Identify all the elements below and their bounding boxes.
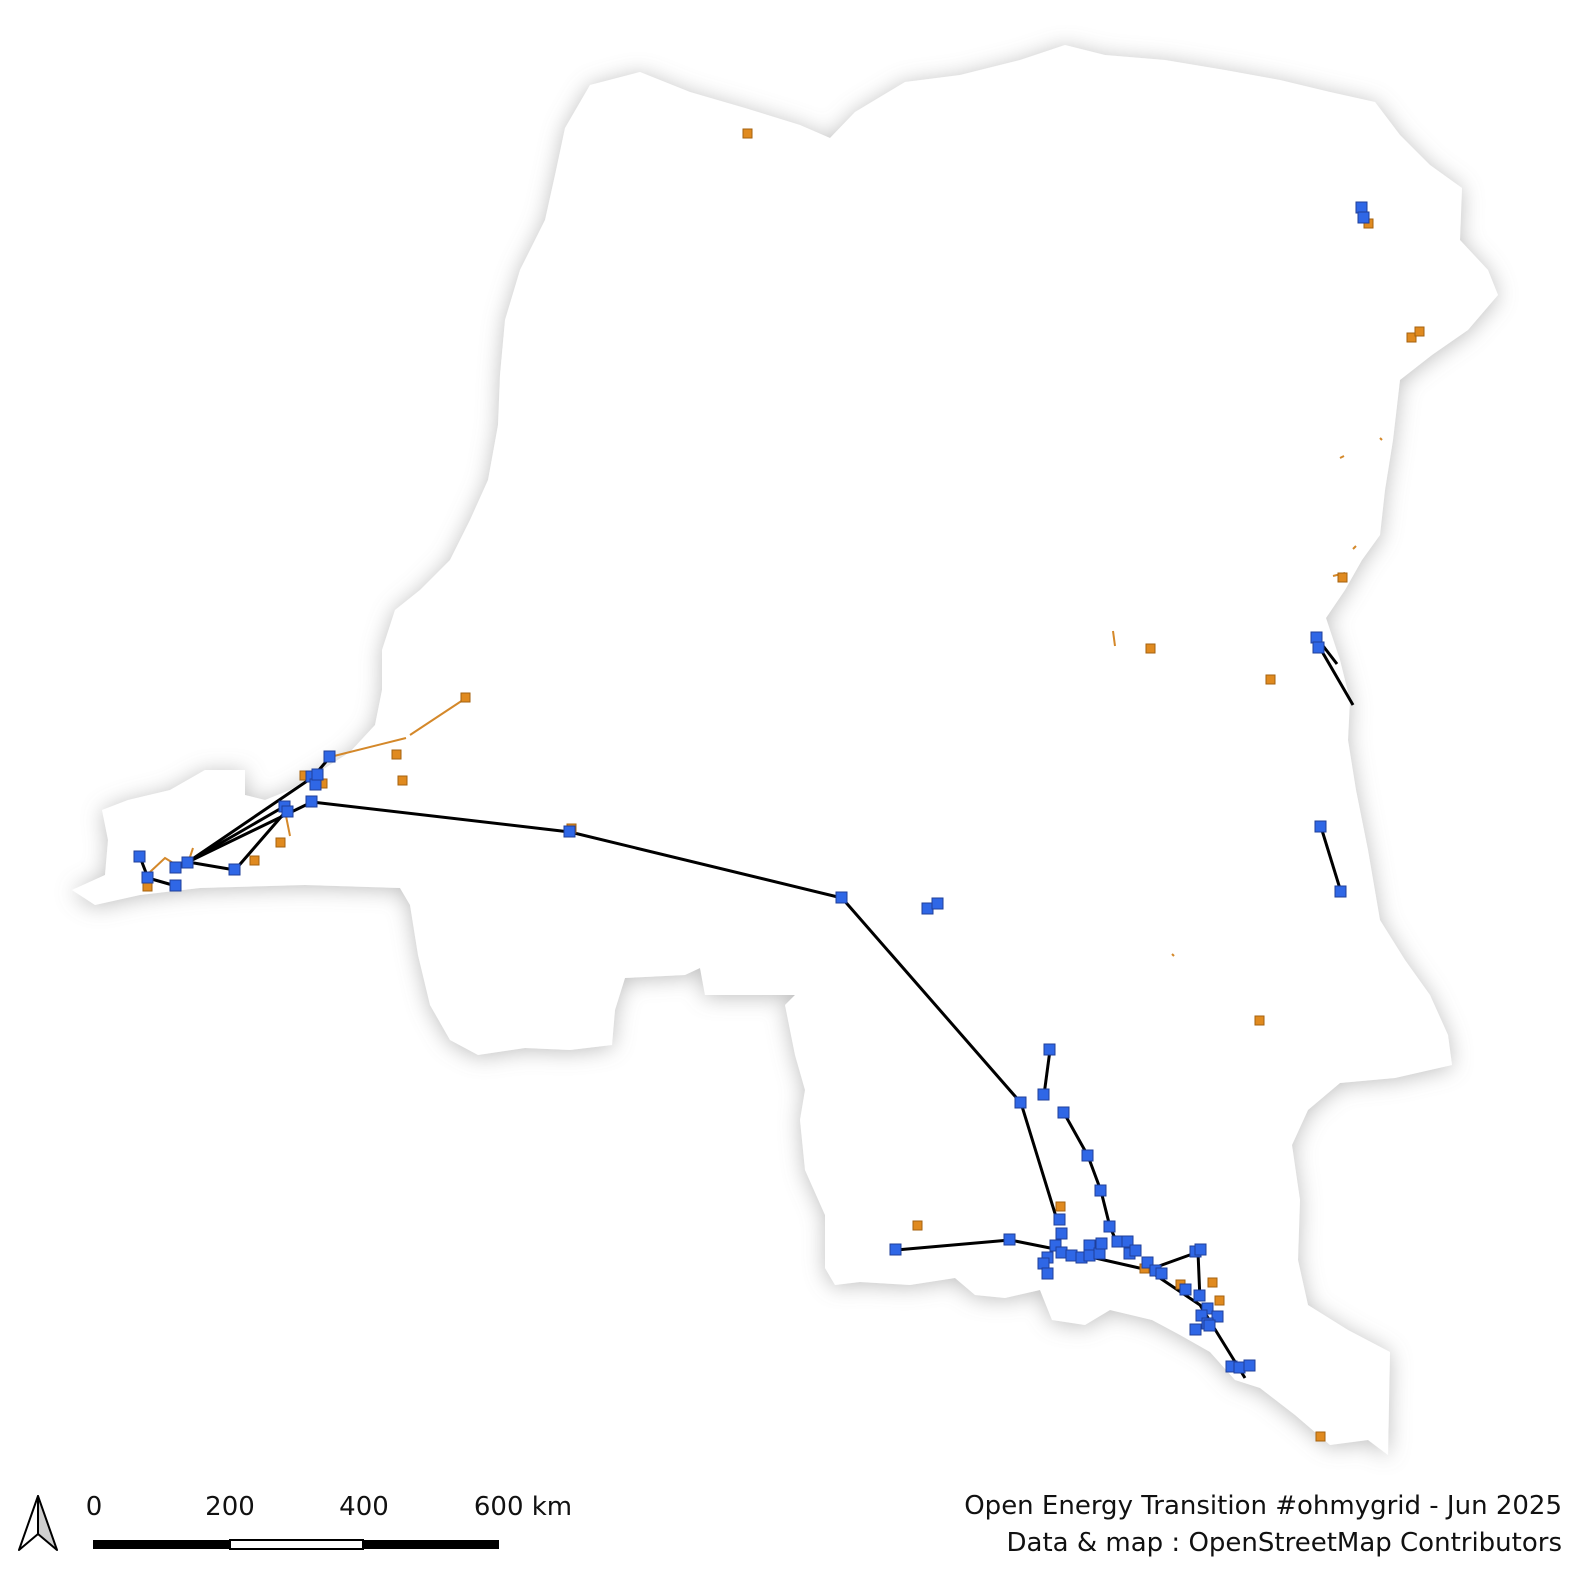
- substation-marker: [1014, 1096, 1027, 1109]
- substation-marker: [141, 871, 154, 884]
- substation-marker: [323, 750, 336, 763]
- substation-marker: [1310, 631, 1323, 644]
- substation-markers: [133, 201, 1370, 1374]
- scale-label-400: 400: [339, 1492, 389, 1522]
- substation-marker: [1211, 1310, 1224, 1323]
- plant-marker: [275, 837, 286, 848]
- plant-marker: [1265, 674, 1276, 685]
- substation-marker: [169, 861, 182, 874]
- credit-attribution: Data & map : OpenStreetMap Contributors: [1006, 1528, 1562, 1558]
- substation-marker: [1037, 1257, 1050, 1270]
- minor-line: [329, 737, 407, 758]
- substation-marker: [1194, 1243, 1207, 1256]
- scale-label-0: 0: [85, 1492, 103, 1522]
- substation-marker: [1057, 1106, 1070, 1119]
- substation-marker: [309, 778, 322, 791]
- substation-marker: [1041, 1267, 1054, 1280]
- minor-line: [1339, 455, 1345, 459]
- substation-marker: [563, 825, 576, 838]
- plant-marker: [460, 692, 471, 703]
- scale-bar-segment: [229, 1539, 364, 1550]
- scale-bar-segment: [93, 1540, 230, 1549]
- substation-marker: [1189, 1323, 1202, 1336]
- substation-marker: [835, 891, 848, 904]
- substation-marker: [1083, 1239, 1096, 1252]
- substation-marker: [1103, 1220, 1116, 1233]
- substation-marker: [1155, 1267, 1168, 1280]
- hv-line: [187, 775, 314, 864]
- minor-line: [1112, 630, 1116, 647]
- substation-marker: [1083, 1249, 1096, 1262]
- substation-marker: [1355, 201, 1368, 214]
- substation-marker: [1233, 1361, 1246, 1374]
- plant-marker: [1414, 326, 1425, 337]
- country-outline: [72, 45, 1498, 1455]
- plant-marker: [742, 128, 753, 139]
- plant-marker: [397, 775, 408, 786]
- substation-marker: [1193, 1289, 1206, 1302]
- plant-marker: [1406, 332, 1417, 343]
- substation-marker: [1243, 1359, 1256, 1372]
- substation-marker: [1053, 1213, 1066, 1226]
- scale-bar: [93, 1539, 499, 1550]
- substation-marker: [1141, 1256, 1154, 1269]
- north-arrow-icon: [18, 1495, 58, 1551]
- substation-marker: [228, 863, 241, 876]
- substation-marker: [181, 856, 194, 869]
- plant-marker: [1337, 572, 1348, 583]
- substation-marker: [921, 902, 934, 915]
- substation-marker: [281, 805, 294, 818]
- hv-line: [1319, 826, 1343, 893]
- substation-marker: [311, 768, 324, 781]
- minor-line: [1379, 437, 1383, 441]
- plant-marker: [1254, 1015, 1265, 1026]
- hv-line: [1042, 1049, 1052, 1096]
- substation-marker: [1314, 820, 1327, 833]
- plant-marker: [1055, 1201, 1066, 1212]
- power-plant-markers: [142, 128, 1425, 1442]
- substation-marker: [1094, 1184, 1107, 1197]
- plant-marker: [1214, 1295, 1225, 1306]
- credit-title: Open Energy Transition #ohmygrid - Jun 2…: [964, 1491, 1562, 1521]
- substation-marker: [1334, 885, 1347, 898]
- scale-bar-segment: [363, 1540, 499, 1549]
- substation-marker: [1065, 1249, 1078, 1262]
- substation-marker: [1043, 1043, 1056, 1056]
- substation-marker: [1129, 1244, 1142, 1257]
- plant-marker: [249, 855, 260, 866]
- substation-marker: [1121, 1235, 1134, 1248]
- minor-line: [285, 815, 291, 837]
- plant-marker: [1315, 1431, 1326, 1442]
- substation-marker: [169, 879, 182, 892]
- substation-marker: [1179, 1283, 1192, 1296]
- substation-marker: [305, 795, 318, 808]
- hv-line: [1318, 647, 1355, 706]
- plant-marker: [912, 1220, 923, 1231]
- minor-power-lines: [149, 437, 1383, 957]
- substation-marker: [1111, 1235, 1124, 1248]
- substation-marker: [1203, 1319, 1216, 1332]
- substation-marker: [1312, 641, 1325, 654]
- plant-marker: [391, 749, 402, 760]
- substation-marker: [889, 1243, 902, 1256]
- substation-marker: [1055, 1246, 1068, 1259]
- substation-marker: [1093, 1247, 1106, 1260]
- minor-line: [1171, 953, 1175, 957]
- substation-marker: [1055, 1227, 1068, 1240]
- substation-marker: [1037, 1088, 1050, 1101]
- minor-line: [189, 847, 194, 858]
- substation-marker: [133, 850, 146, 863]
- substation-marker: [1095, 1237, 1108, 1250]
- substation-marker: [931, 897, 944, 910]
- scale-label-600-km: 600 km: [473, 1492, 573, 1522]
- minor-line: [1352, 545, 1357, 550]
- substation-marker: [1081, 1149, 1094, 1162]
- plant-marker: [1207, 1277, 1218, 1288]
- minor-line: [409, 697, 467, 736]
- scale-label-200: 200: [205, 1492, 255, 1522]
- substation-marker: [1003, 1233, 1016, 1246]
- plant-marker: [1145, 643, 1156, 654]
- substation-marker: [1357, 211, 1370, 224]
